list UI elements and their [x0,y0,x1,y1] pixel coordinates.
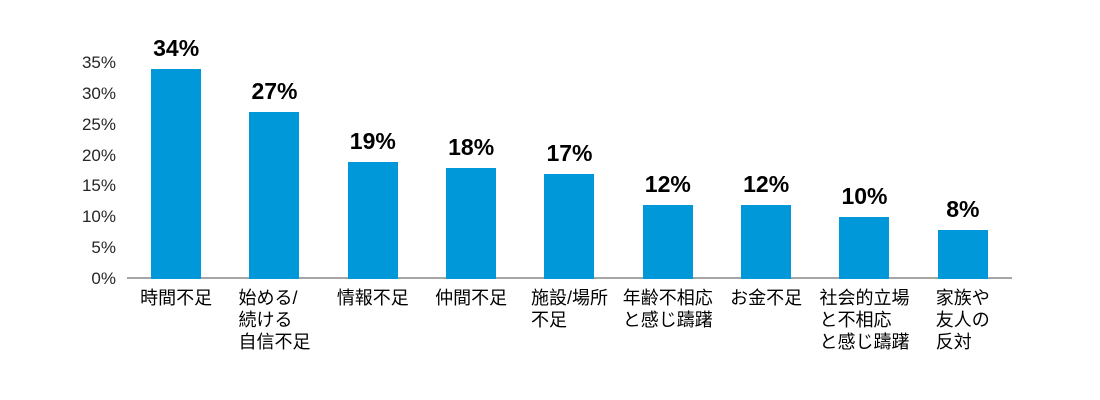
x-category-label: 家族や 友人の 反対 [935,288,990,352]
x-axis-labels: 時間不足 始める/ 続ける 自信不足 情報不足 仲間不足 施設/場所 不足 年齢不相応 と… [127,287,1012,353]
bar-value-label: 12% [644,170,691,197]
x-category-label: 仲間不足 [435,288,508,308]
bar [937,229,988,279]
bar-value-label: 34% [153,35,200,62]
bar-value-label: 12% [743,170,790,197]
bar-column: 34% [127,35,225,279]
bar-column: 18% [422,63,520,279]
bar-column: 8% [914,63,1012,279]
x-category-label: 情報不足 [336,288,409,308]
x-category-label: 年齢不相応 と感じ躊躇 [622,288,713,330]
bar-value-label: 10% [841,183,888,210]
x-category-label: 社会的立場 と不相応 と感じ躊躇 [819,288,910,352]
x-category-label: 時間不足 [140,288,213,308]
y-tick-label: 0% [91,269,116,288]
x-category-label: 施設/場所 不足 [530,288,608,330]
bar [741,204,792,279]
bar-column: 12% [717,63,815,279]
y-tick-label: 35% [81,53,116,72]
x-category-cell: お金不足 [717,287,815,353]
y-tick-label: 15% [81,176,116,196]
y-tick-label: 10% [81,207,116,227]
bar-column: 17% [520,63,618,279]
bar [839,217,890,279]
bar-column: 10% [815,63,913,279]
bar-value-label: 18% [448,133,495,160]
bar-value-label: 8% [946,195,980,222]
y-tick-label: 5% [91,238,116,258]
y-tick-label: 30% [81,83,116,103]
x-category-cell: 年齢不相応 と感じ躊躇 [619,287,717,353]
bar-column: 12% [619,63,717,279]
x-category-cell: 仲間不足 [422,287,520,353]
x-category-cell: 社会的立場 と不相応 と感じ躊躇 [815,287,913,353]
bar-value-label: 27% [251,78,298,105]
bar [151,69,202,279]
x-category-label: 始める/ 続ける 自信不足 [238,288,311,352]
bar-column: 19% [324,63,422,279]
bar [347,161,398,279]
bar [544,174,595,279]
bar-column: 27% [225,63,323,279]
bar [446,167,497,279]
x-category-cell: 施設/場所 不足 [520,287,618,353]
bar-value-label: 19% [349,127,396,154]
x-category-cell: 始める/ 続ける 自信不足 [225,287,323,353]
x-category-label: お金不足 [730,288,803,308]
x-category-cell: 時間不足 [127,287,225,353]
y-tick-label: 20% [81,145,116,165]
x-category-cell: 情報不足 [324,287,422,353]
y-tick-label: 25% [81,114,116,134]
bar [249,112,300,279]
x-category-cell: 家族や 友人の 反対 [914,287,1012,353]
bar-value-label: 17% [546,140,593,167]
bar [642,204,693,279]
